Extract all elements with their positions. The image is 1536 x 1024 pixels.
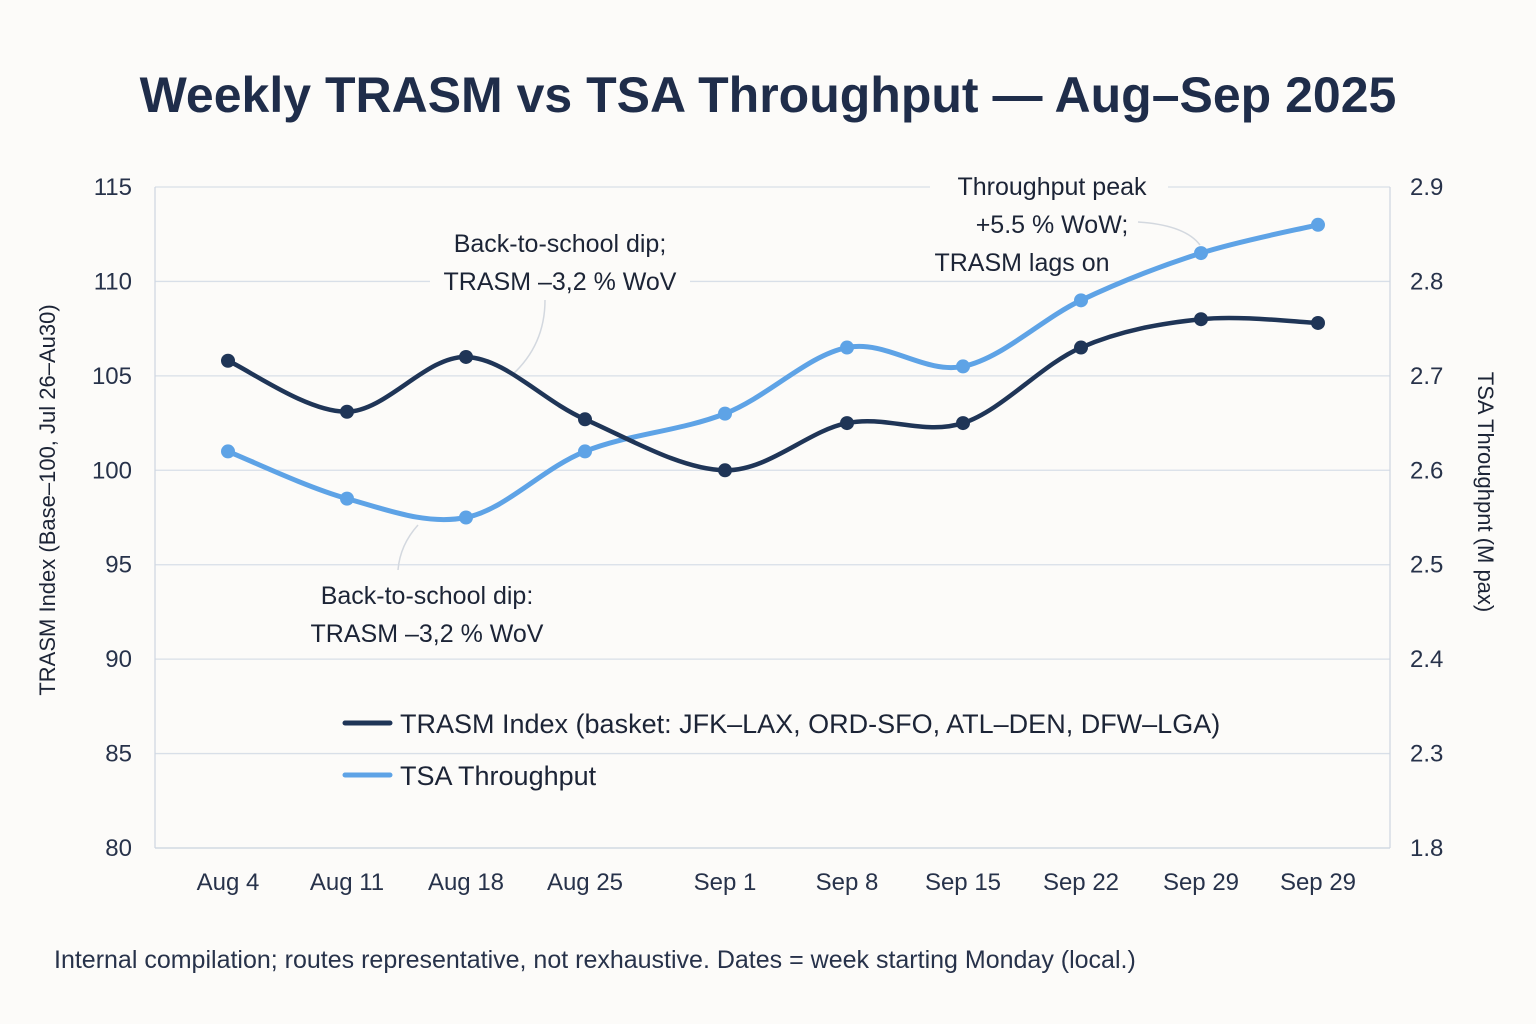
trasm-point (340, 404, 354, 419)
y-tick-label: 85 (105, 741, 132, 768)
y-right-tick-label: 2.7 (1410, 363, 1443, 390)
tsa-point (840, 340, 854, 355)
tsa-point (221, 444, 235, 459)
trasm-point (459, 349, 473, 364)
y-tick-label: 105 (92, 363, 132, 390)
annotation-text: TRASM –3,2 % WoV (444, 268, 677, 296)
y-right-axis-label: TSA Throughpnt (M pax) (1473, 372, 1498, 613)
tsa-point (459, 510, 473, 525)
x-tick-label: Sep 29 (1163, 869, 1239, 896)
y-right-tick-label: 1.8 (1410, 835, 1443, 862)
x-tick-label: Sep 8 (816, 869, 879, 896)
trasm-point (578, 412, 592, 427)
x-tick-label: Aug 25 (547, 869, 623, 896)
y-tick-label: 100 (92, 457, 132, 484)
y-tick-label: 110 (94, 268, 132, 295)
annotation-text: Throughput peak (957, 173, 1147, 201)
trasm-point (1194, 312, 1208, 327)
y-axis-label: TRASM Index (Base–100, Jul 26–Au30) (35, 304, 60, 695)
tsa-point (340, 491, 354, 506)
annotation-leader (511, 299, 546, 376)
y-tick-label: 115 (94, 174, 132, 201)
x-tick-label: Sep 29 (1280, 869, 1356, 896)
tsa-point (1311, 217, 1325, 232)
trasm-point (221, 353, 235, 368)
x-tick-label: Aug 18 (428, 869, 504, 896)
footnote: Internal compilation; routes representat… (54, 946, 1136, 974)
y-right-tick-label: 2.8 (1410, 268, 1443, 295)
trasm-line (227, 315, 1319, 473)
legend-label-tsa: TSA Throughput (400, 761, 597, 791)
x-tick-label: Sep 1 (694, 869, 757, 896)
trasm-point (1311, 315, 1325, 330)
x-tick-label: Aug 4 (197, 869, 260, 896)
y-right-tick-label: 2.4 (1410, 646, 1443, 673)
tsa-line (227, 222, 1319, 523)
tsa-point (956, 359, 970, 374)
x-tick-label: Sep 22 (1043, 869, 1119, 896)
y-tick-label: 80 (105, 835, 132, 862)
annotation-bg (430, 278, 690, 286)
trasm-point (718, 463, 732, 478)
y-right-tick-label: 2.9 (1410, 174, 1443, 201)
x-tick-label: Sep 15 (925, 869, 1001, 896)
annotation-bg (930, 183, 1168, 191)
chart-title: Weekly TRASM vs TSA Throughput — Aug–Sep… (139, 67, 1397, 123)
x-tick-label: Aug 11 (310, 869, 384, 896)
tsa-point (578, 444, 592, 459)
tsa-point (1194, 246, 1208, 261)
annotation-text: +5.5 % WoW; (976, 211, 1129, 239)
y-right-tick-label: 2.3 (1410, 741, 1443, 768)
legend-label-trasm: TRASM Index (basket: JFK–LAX, ORD-SFO, A… (400, 709, 1220, 739)
annotation-text: TRASM –3,2 % WoV (311, 620, 544, 648)
annotation-leader (397, 524, 419, 571)
tsa-point (718, 406, 732, 421)
trasm-point (840, 416, 854, 431)
y-tick-label: 90 (105, 646, 132, 673)
trasm-point (956, 416, 970, 431)
y-tick-label: 95 (105, 552, 132, 579)
annotation-text: Back-to-school dip; (454, 230, 667, 258)
trasm-point (1074, 340, 1088, 355)
annotation-text: Back-to-school dip: (321, 582, 534, 610)
tsa-point (1074, 293, 1088, 308)
y-right-tick-label: 2.6 (1410, 457, 1443, 484)
y-right-tick-label: 2.5 (1410, 552, 1443, 579)
annotation-text: TRASM lags on (934, 249, 1109, 277)
annotation-leader (1137, 221, 1201, 246)
